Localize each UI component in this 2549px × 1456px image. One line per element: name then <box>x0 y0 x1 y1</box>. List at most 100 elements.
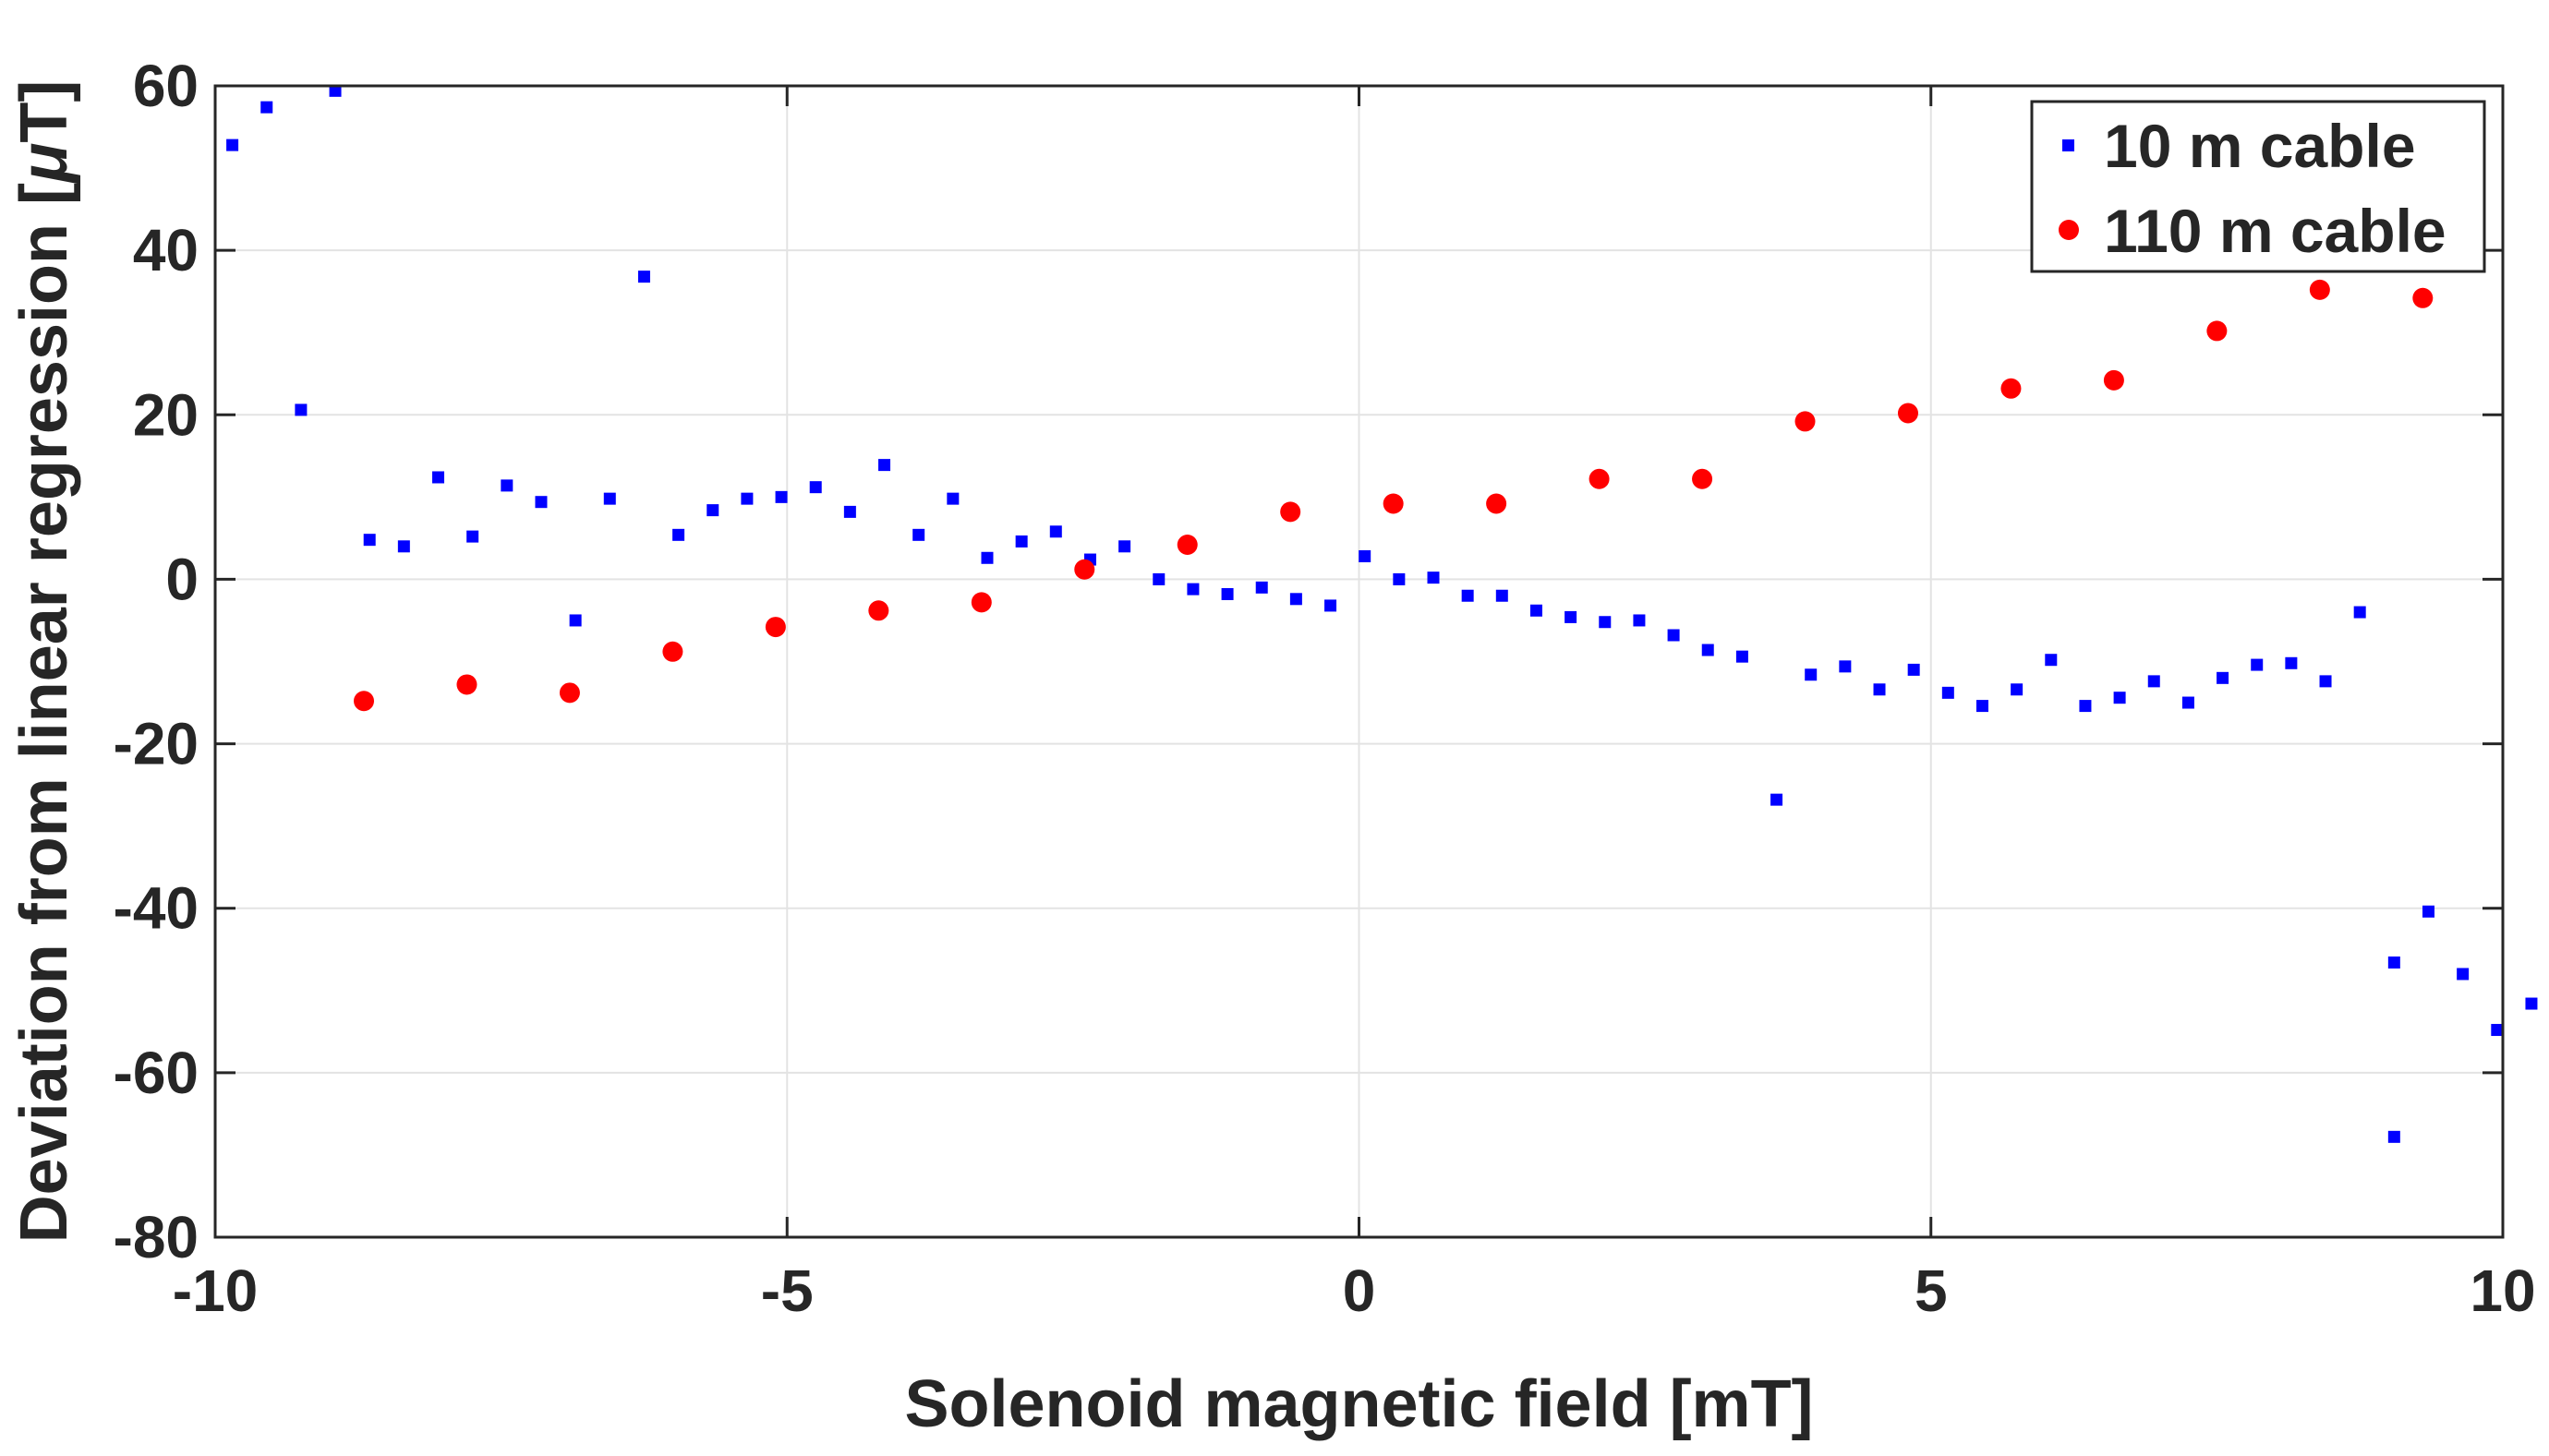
data-point-110m-cable <box>662 641 683 662</box>
x-tick-label: 5 <box>1915 1257 1948 1324</box>
data-point-10m-cable <box>363 534 376 547</box>
data-point-10m-cable <box>1324 599 1337 612</box>
data-point-110m-cable <box>2412 287 2434 308</box>
data-point-10m-cable <box>2422 905 2434 918</box>
data-point-10m-cable <box>569 614 582 627</box>
legend: 10 m cable 110 m cable <box>2030 100 2486 273</box>
y-axis-label-start: Deviation from linear regression [ <box>7 183 81 1243</box>
y-tick-label: 60 <box>133 53 199 119</box>
data-point-10m-cable <box>878 459 891 472</box>
y-tick-label: -20 <box>114 711 199 777</box>
data-point-110m-cable <box>765 617 786 638</box>
data-point-10m-cable <box>1015 535 1028 548</box>
y-axis-label-end: T] <box>7 80 81 143</box>
data-point-110m-cable <box>1692 468 1713 489</box>
data-point-10m-cable <box>2285 656 2298 669</box>
data-point-10m-cable <box>2319 675 2332 688</box>
data-point-10m-cable <box>535 496 548 509</box>
data-point-10m-cable <box>2011 683 2023 696</box>
data-point-110m-cable <box>2000 378 2022 399</box>
x-tick-label: 10 <box>2470 1257 2535 1324</box>
series-layer <box>226 84 2538 1143</box>
data-point-10m-cable <box>1221 587 1234 600</box>
data-point-10m-cable <box>1495 589 1508 602</box>
data-point-10m-cable <box>2113 692 2126 704</box>
y-tick-label: -60 <box>114 1040 199 1106</box>
data-point-10m-cable <box>2079 700 2092 713</box>
y-tick-label: 0 <box>165 546 199 612</box>
data-point-110m-cable <box>971 592 992 613</box>
x-tick-label: 0 <box>1343 1257 1376 1324</box>
data-point-110m-cable <box>559 682 580 704</box>
data-point-110m-cable <box>2309 279 2330 300</box>
y-tick-label: 40 <box>133 217 199 283</box>
data-point-10m-cable <box>1667 629 1680 642</box>
data-point-10m-cable <box>1770 793 1783 806</box>
data-point-10m-cable <box>1839 660 1852 673</box>
data-point-10m-cable <box>295 403 308 416</box>
data-point-10m-cable <box>2181 696 2194 709</box>
data-point-10m-cable <box>2525 997 2538 1010</box>
data-point-10m-cable <box>1633 614 1646 627</box>
data-point-10m-cable <box>1701 644 1714 656</box>
data-point-10m-cable <box>501 479 513 492</box>
data-point-110m-cable <box>1897 403 1918 424</box>
series-110m-cable <box>354 279 2434 712</box>
y-tick-label: 20 <box>133 381 199 448</box>
y-tick-label: -80 <box>114 1204 199 1270</box>
data-point-10m-cable <box>1393 572 1406 585</box>
data-point-10m-cable <box>741 492 754 505</box>
data-point-10m-cable <box>1461 589 1474 602</box>
data-point-10m-cable <box>397 540 410 553</box>
data-point-110m-cable <box>868 600 889 621</box>
y-axis-label: Deviation from linear regression [μT] <box>7 80 81 1244</box>
data-point-10m-cable <box>603 492 616 505</box>
legend-label-110m-cable: 110 m cable <box>2104 197 2446 265</box>
data-point-10m-cable <box>2217 671 2229 684</box>
data-point-10m-cable <box>775 490 788 503</box>
data-point-10m-cable <box>637 271 650 283</box>
data-point-110m-cable <box>1486 493 1507 514</box>
data-point-10m-cable <box>1153 572 1166 585</box>
data-point-110m-cable <box>2103 369 2124 391</box>
data-point-10m-cable <box>2251 658 2264 671</box>
y-tick-label: -40 <box>114 875 199 942</box>
data-point-110m-cable <box>354 691 375 712</box>
data-point-10m-cable <box>1255 581 1268 594</box>
data-point-110m-cable <box>1794 411 1816 432</box>
data-point-10m-cable <box>1975 700 1988 713</box>
data-point-110m-cable <box>1074 559 1095 580</box>
legend-box <box>2030 100 2486 273</box>
data-point-10m-cable <box>809 481 822 494</box>
data-point-10m-cable <box>672 528 685 541</box>
data-point-10m-cable <box>1735 650 1748 663</box>
legend-label-10m-cable: 10 m cable <box>2104 112 2416 180</box>
data-point-10m-cable <box>2457 968 2470 981</box>
x-tick-label: -5 <box>761 1257 814 1324</box>
data-point-10m-cable <box>2147 675 2160 688</box>
axis-ticks: -10 -5 0 5 10 -80 -60 -40 -20 0 20 40 60 <box>114 53 2536 1324</box>
data-point-10m-cable <box>1289 593 1302 606</box>
x-axis-label: Solenoid magnetic field [mT] <box>904 1367 1813 1441</box>
data-point-10m-cable <box>843 505 856 518</box>
data-point-10m-cable <box>912 528 925 541</box>
legend-marker-10m-cable <box>2062 139 2074 151</box>
data-point-110m-cable <box>1280 501 1301 523</box>
data-point-10m-cable <box>1529 604 1542 617</box>
data-point-10m-cable <box>1187 583 1200 596</box>
data-point-110m-cable <box>1589 468 1610 489</box>
data-point-10m-cable <box>1564 610 1577 623</box>
data-point-110m-cable <box>2206 320 2228 342</box>
data-point-10m-cable <box>432 471 445 484</box>
data-point-110m-cable <box>1177 535 1198 556</box>
data-point-10m-cable <box>2387 957 2400 969</box>
data-point-10m-cable <box>707 504 719 517</box>
data-point-10m-cable <box>2387 1130 2400 1143</box>
data-point-10m-cable <box>2353 606 2366 619</box>
data-point-10m-cable <box>226 138 239 151</box>
data-point-10m-cable <box>2491 1024 2504 1037</box>
legend-marker-110m-cable <box>2059 220 2079 240</box>
data-point-110m-cable <box>456 674 477 695</box>
data-point-10m-cable <box>947 492 960 505</box>
